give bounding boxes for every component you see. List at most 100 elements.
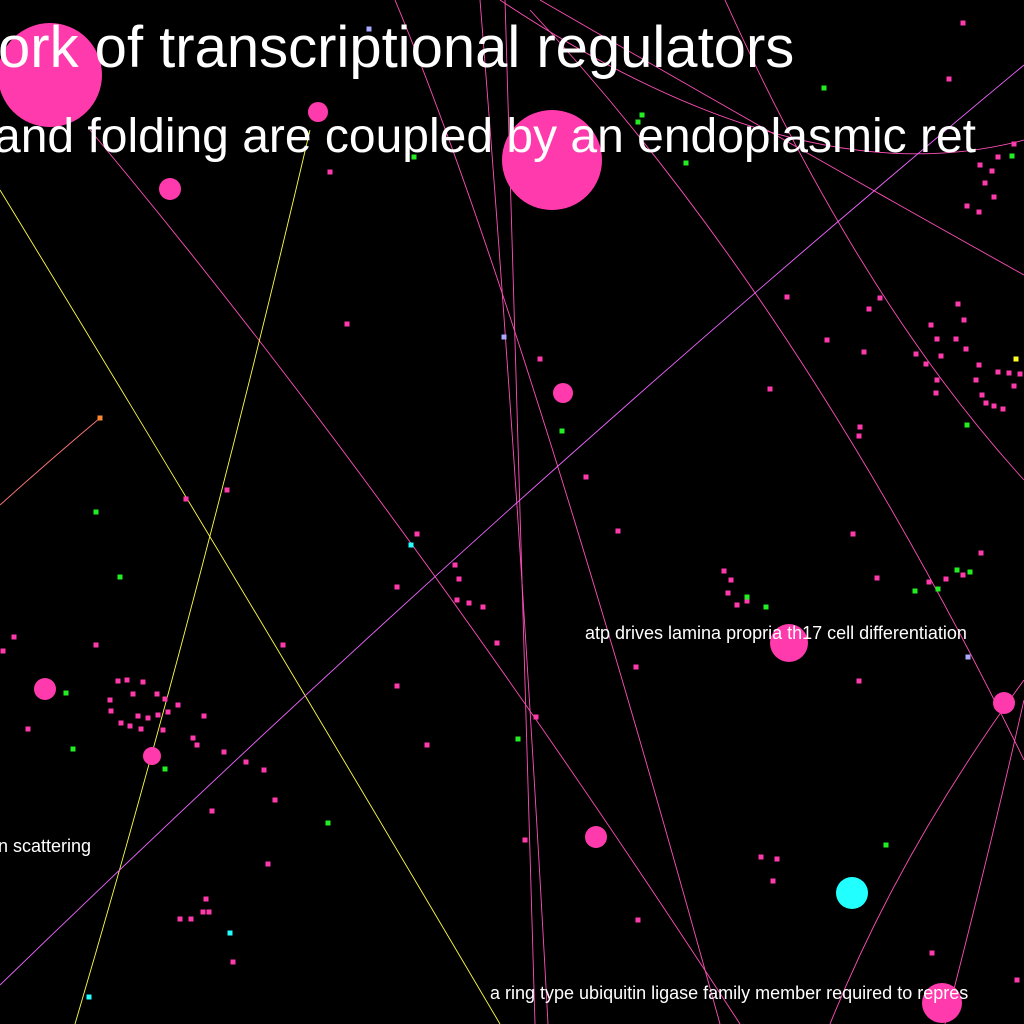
graph-node-dot[interactable] bbox=[194, 742, 200, 748]
graph-node-dot[interactable] bbox=[0, 648, 6, 654]
node-label-endoplasmic-reticulum[interactable]: and folding are coupled by an endoplasmi… bbox=[0, 110, 976, 163]
graph-node-dot[interactable] bbox=[93, 642, 99, 648]
graph-node-dot[interactable] bbox=[466, 600, 472, 606]
graph-node-dot[interactable] bbox=[725, 590, 731, 596]
graph-node-dot[interactable] bbox=[635, 917, 641, 923]
graph-node-dot[interactable] bbox=[452, 562, 458, 568]
graph-node-dot[interactable] bbox=[1009, 153, 1015, 159]
graph-node-dot[interactable] bbox=[86, 994, 92, 1000]
graph-node-dot[interactable] bbox=[327, 169, 333, 175]
graph-node-dot[interactable] bbox=[424, 742, 430, 748]
graph-node-dot[interactable] bbox=[480, 604, 486, 610]
graph-node-dot[interactable] bbox=[928, 322, 934, 328]
graph-node-dot[interactable] bbox=[989, 168, 995, 174]
graph-node-dot[interactable] bbox=[155, 712, 161, 718]
graph-node-dot[interactable] bbox=[160, 727, 166, 733]
graph-node-dot[interactable] bbox=[118, 720, 124, 726]
graph-node-dot[interactable] bbox=[209, 808, 215, 814]
graph-node-dot[interactable] bbox=[728, 577, 734, 583]
graph-node-dot[interactable] bbox=[615, 528, 621, 534]
graph-node-dot[interactable] bbox=[325, 820, 331, 826]
graph-node-dot[interactable] bbox=[977, 162, 983, 168]
graph-node-dot[interactable] bbox=[955, 301, 961, 307]
graph-node-dot[interactable] bbox=[201, 713, 207, 719]
graph-node-dot[interactable] bbox=[933, 390, 939, 396]
graph-node-dot[interactable] bbox=[850, 531, 856, 537]
graph-node-dot[interactable] bbox=[1006, 370, 1012, 376]
graph-node-dot[interactable] bbox=[175, 702, 181, 708]
graph-node-dot[interactable] bbox=[454, 597, 460, 603]
graph-node-dot[interactable] bbox=[1011, 383, 1017, 389]
graph-node-dot[interactable] bbox=[973, 377, 979, 383]
graph-node[interactable] bbox=[585, 826, 607, 848]
graph-node[interactable] bbox=[502, 110, 602, 210]
graph-node-dot[interactable] bbox=[127, 723, 133, 729]
graph-node-dot[interactable] bbox=[861, 349, 867, 355]
graph-node-dot[interactable] bbox=[107, 697, 113, 703]
graph-node-dot[interactable] bbox=[926, 579, 932, 585]
graph-node[interactable] bbox=[993, 692, 1015, 714]
graph-node-dot[interactable] bbox=[162, 766, 168, 772]
graph-node-dot[interactable] bbox=[411, 154, 417, 160]
graph-node-dot[interactable] bbox=[394, 584, 400, 590]
graph-node-dot[interactable] bbox=[135, 713, 141, 719]
graph-node-dot[interactable] bbox=[25, 726, 31, 732]
graph-node-dot[interactable] bbox=[995, 154, 1001, 160]
graph-node-dot[interactable] bbox=[221, 749, 227, 755]
graph-node-dot[interactable] bbox=[124, 677, 130, 683]
graph-node[interactable] bbox=[143, 747, 161, 765]
graph-node-dot[interactable] bbox=[784, 294, 790, 300]
graph-node-dot[interactable] bbox=[130, 691, 136, 697]
graph-node-dot[interactable] bbox=[857, 424, 863, 430]
graph-node-dot[interactable] bbox=[633, 664, 639, 670]
graph-node[interactable] bbox=[159, 178, 181, 200]
graph-node-dot[interactable] bbox=[982, 180, 988, 186]
node-label-transcriptional-regulators[interactable]: ork of transcriptional regulators bbox=[0, 15, 795, 80]
graph-node-dot[interactable] bbox=[183, 496, 189, 502]
graph-node-dot[interactable] bbox=[763, 604, 769, 610]
node-label-atp-th17[interactable]: atp drives lamina propria th17 cell diff… bbox=[585, 623, 967, 643]
graph-node-dot[interactable] bbox=[414, 531, 420, 537]
graph-node-dot[interactable] bbox=[108, 708, 114, 714]
graph-node-dot[interactable] bbox=[206, 909, 212, 915]
graph-node-dot[interactable] bbox=[964, 422, 970, 428]
graph-node-dot[interactable] bbox=[856, 678, 862, 684]
graph-node-dot[interactable] bbox=[967, 569, 973, 575]
graph-node-dot[interactable] bbox=[117, 574, 123, 580]
graph-node-dot[interactable] bbox=[162, 696, 168, 702]
graph-node-dot[interactable] bbox=[935, 586, 941, 592]
graph-node-dot[interactable] bbox=[770, 878, 776, 884]
graph-node-dot[interactable] bbox=[154, 691, 160, 697]
graph-node-dot[interactable] bbox=[1011, 141, 1017, 147]
graph-node-dot[interactable] bbox=[272, 797, 278, 803]
graph-node-dot[interactable] bbox=[734, 602, 740, 608]
graph-node-dot[interactable] bbox=[976, 209, 982, 215]
graph-node-dot[interactable] bbox=[961, 317, 967, 323]
graph-node-dot[interactable] bbox=[533, 714, 539, 720]
graph-node-dot[interactable] bbox=[774, 856, 780, 862]
graph-node-dot[interactable] bbox=[243, 759, 249, 765]
node-label-scattering[interactable]: n scattering bbox=[0, 836, 92, 856]
graph-node-dot[interactable] bbox=[960, 572, 966, 578]
graph-node-dot[interactable] bbox=[203, 896, 209, 902]
graph-node-dot[interactable] bbox=[408, 542, 414, 548]
graph-node-dot[interactable] bbox=[11, 634, 17, 640]
graph-node-dot[interactable] bbox=[758, 854, 764, 860]
graph-node-dot[interactable] bbox=[522, 837, 528, 843]
graph-node-dot[interactable] bbox=[188, 916, 194, 922]
graph-node-dot[interactable] bbox=[943, 576, 949, 582]
graph-node-dot[interactable] bbox=[230, 959, 236, 965]
graph-node-dot[interactable] bbox=[280, 642, 286, 648]
graph-node-dot[interactable] bbox=[976, 362, 982, 368]
graph-node-dot[interactable] bbox=[913, 351, 919, 357]
graph-node-dot[interactable] bbox=[995, 369, 1001, 375]
graph-node-dot[interactable] bbox=[767, 386, 773, 392]
graph-node-dot[interactable] bbox=[227, 930, 233, 936]
graph-node-dot[interactable] bbox=[744, 594, 750, 600]
graph-node-dot[interactable] bbox=[63, 690, 69, 696]
graph-node-dot[interactable] bbox=[964, 203, 970, 209]
node-label-ring-ubiquitin-ligase[interactable]: a ring type ubiquitin ligase family memb… bbox=[490, 983, 969, 1003]
graph-node-dot[interactable] bbox=[683, 160, 689, 166]
graph-node-dot[interactable] bbox=[934, 377, 940, 383]
